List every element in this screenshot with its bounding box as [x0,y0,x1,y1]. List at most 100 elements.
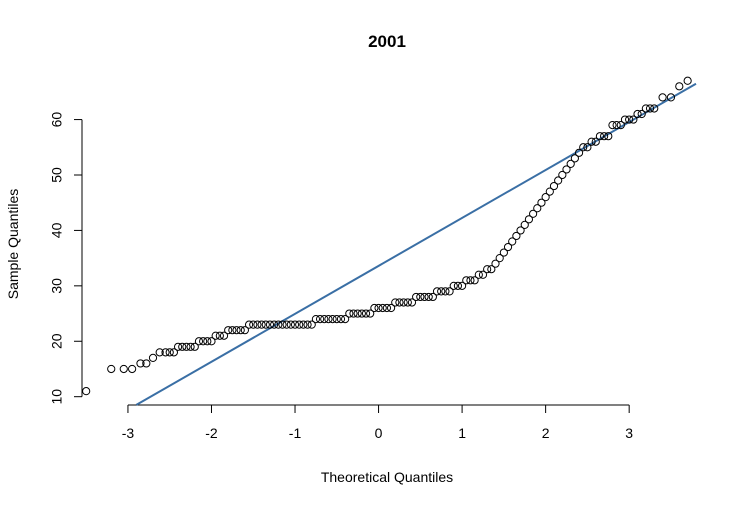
qq-point [311,314,321,324]
qq-point [270,320,279,329]
qq-point [633,109,642,119]
qq-point [265,320,275,329]
chart-title: 2001 [368,32,406,51]
qq-point [128,364,137,374]
points-layer [82,76,692,396]
qq-point [240,326,249,335]
qq-point [224,326,233,335]
qq-point [554,176,563,185]
qq-point [524,215,534,224]
qq-point [190,342,199,351]
qq-point [357,309,366,318]
qq-point [286,320,295,329]
qq-point [583,143,592,152]
qq-point [215,331,224,340]
qq-point [324,314,333,324]
qq-point [257,320,266,329]
qq-point [253,320,262,329]
qq-point [562,165,571,174]
x-axis-tick-label: 0 [375,425,383,441]
qq-point [470,276,479,285]
qq-point [299,320,308,329]
qq-point [307,320,316,329]
qq-point [545,187,554,196]
qq-point [474,270,483,279]
qq-point [361,309,371,318]
qq-point [370,303,379,313]
qq-point [412,292,421,302]
qq-point [403,298,412,307]
qq-point [424,292,433,302]
qq-point [173,342,183,351]
qq-point [466,276,475,285]
qq-point [600,132,609,141]
qq-point [155,348,164,357]
y-axis-tick-label: 20 [49,333,65,349]
qq-point [378,303,387,313]
qq-point [608,121,617,130]
qq-point [303,320,312,329]
qq-point [516,226,525,235]
qq-point [503,242,513,252]
x-axis-title: Theoretical Quantiles [321,469,453,485]
qq-point [449,281,458,290]
qq-point [579,143,588,152]
qq-point [399,298,408,307]
qq-point [261,320,270,329]
qq-point [495,254,504,263]
qq-point [491,259,500,268]
qq-point [432,287,442,296]
x-axis: -3 -2 -1 0 1 2 3 [122,404,633,441]
qq-point [549,181,559,191]
qq-point [349,309,358,318]
qq-point [82,387,91,396]
qq-point [616,121,625,130]
qq-point [587,137,596,146]
y-axis-tick-label: 60 [49,112,65,128]
qq-point [570,154,579,163]
qq-point [386,303,396,313]
y-axis-tick-label: 10 [49,389,65,405]
qq-reference-line [135,82,697,406]
qq-point [211,331,220,340]
y-axis-tick-label: 30 [49,278,65,294]
qq-point [574,148,584,157]
qq-point [315,314,325,324]
qq-point [499,248,508,257]
qq-point [278,320,287,329]
qq-point [620,115,630,124]
qq-point [295,320,304,329]
qq-point [395,298,404,307]
qq-point [336,314,346,324]
x-axis-tick-label: 3 [625,425,633,441]
x-axis-tick-label: 2 [542,425,550,441]
qq-point [650,104,659,113]
qq-point [478,270,488,279]
qq-point [169,348,178,357]
qq-point [320,314,329,324]
x-axis-tick-label: 1 [458,425,466,441]
qq-point [186,342,195,351]
x-axis-tick-label: -2 [205,425,218,441]
qq-point [658,93,667,102]
qq-point [512,231,521,241]
qq-point [382,303,392,313]
qq-point [391,298,400,307]
qq-point [508,237,517,246]
qq-point [428,292,437,302]
qq-point [332,314,341,324]
qq-point [604,132,613,141]
qq-point [203,337,212,346]
qq-point [207,337,216,346]
qq-point [328,314,337,324]
qq-point [416,292,425,302]
qq-point [541,193,550,202]
qq-point [558,170,567,180]
qq-point [595,132,605,141]
qq-point [420,292,429,302]
qq-point [232,326,241,335]
qq-point [148,353,158,362]
qq-point [119,364,128,374]
qq-point [445,287,454,296]
qq-point [612,121,621,130]
